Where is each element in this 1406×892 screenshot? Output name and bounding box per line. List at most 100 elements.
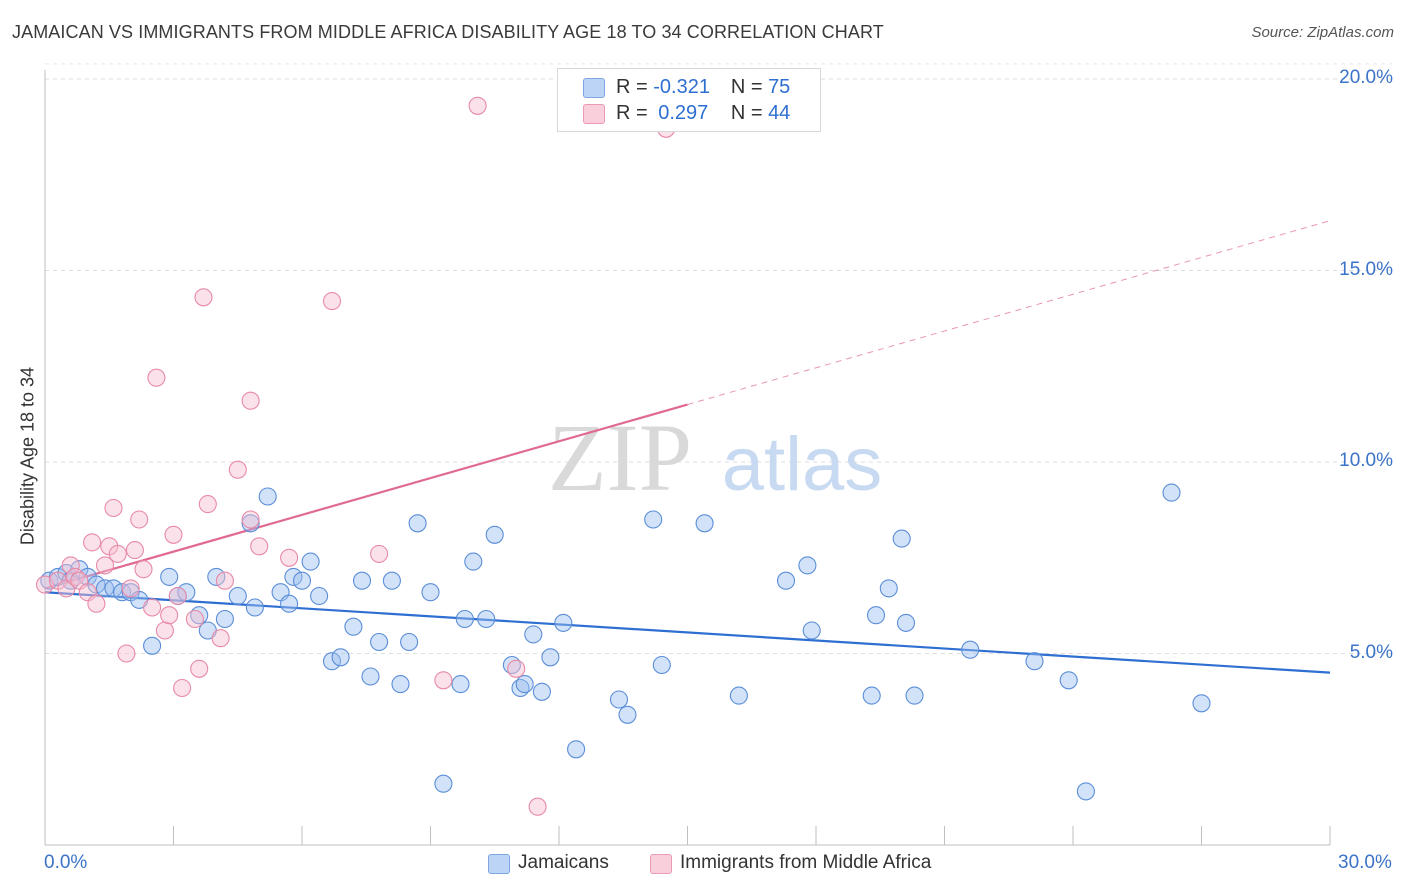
point-middle-africa <box>168 586 187 606</box>
point-jamaicans <box>866 606 886 625</box>
watermark: ZIP atlas <box>548 404 882 511</box>
point-jamaicans <box>228 586 247 606</box>
x-tick-left: 0.0% <box>44 852 88 873</box>
point-middle-africa <box>215 571 234 590</box>
trend-line-jamaicans <box>44 591 1331 674</box>
point-middle-africa <box>173 678 192 698</box>
point-middle-africa <box>125 541 144 560</box>
point-middle-africa <box>87 594 106 613</box>
point-middle-africa <box>147 368 166 387</box>
point-jamaicans <box>322 652 342 671</box>
point-middle-africa <box>108 544 127 563</box>
trend-line-middle-africa-extension <box>687 220 1331 406</box>
point-middle-africa <box>104 498 123 518</box>
y-axis-label: Disability Age 18 to 34 <box>17 366 38 546</box>
legend-swatch-middle-africa <box>583 104 605 124</box>
point-middle-africa <box>121 579 140 598</box>
point-middle-africa <box>117 644 136 663</box>
point-jamaicans <box>408 514 427 533</box>
trend-line-middle-africa <box>44 403 688 590</box>
point-jamaicans <box>434 774 453 793</box>
legend-r-label: R = <box>616 76 648 98</box>
point-middle-africa <box>130 510 149 529</box>
point-middle-africa <box>468 96 487 115</box>
point-middle-africa <box>198 495 217 514</box>
point-middle-africa <box>241 391 260 410</box>
point-jamaicans <box>370 632 389 652</box>
source-label: Source: ZipAtlas.com <box>1251 24 1394 41</box>
point-jamaicans <box>280 594 299 613</box>
y-tick-label: 15.0% <box>1339 258 1393 280</box>
point-jamaicans <box>421 583 440 602</box>
x-tick-right: 30.0% <box>1338 852 1392 873</box>
point-jamaicans <box>798 556 817 575</box>
point-jamaicans <box>862 686 881 705</box>
stats-legend: R = -0.321 N = 75 R = 0.297 N = 44 <box>557 68 821 132</box>
bottom-legend-swatch-jamaicans <box>488 854 510 874</box>
point-jamaicans <box>618 705 637 724</box>
point-jamaicans <box>160 567 179 586</box>
legend-n-value: 75 <box>768 76 791 98</box>
point-jamaicans <box>905 686 924 705</box>
point-jamaicans <box>532 682 551 701</box>
point-middle-africa <box>507 659 526 678</box>
point-jamaicans <box>245 598 264 617</box>
point-jamaicans <box>331 648 350 667</box>
point-middle-africa <box>194 288 213 307</box>
point-middle-africa <box>241 510 260 529</box>
scatter-points <box>35 96 1211 816</box>
point-jamaicans <box>344 617 363 636</box>
point-jamaicans <box>391 675 410 694</box>
point-jamaicans <box>644 510 663 529</box>
chart-title: JAMAICAN VS IMMIGRANTS FROM MIDDLE AFRIC… <box>12 22 884 42</box>
point-jamaicans <box>776 571 796 590</box>
point-jamaicans <box>1192 694 1211 713</box>
gridlines <box>45 63 1392 654</box>
point-jamaicans <box>729 686 748 705</box>
y-tick-label: 5.0% <box>1349 641 1393 663</box>
point-jamaicans <box>524 625 543 644</box>
point-middle-africa <box>134 560 153 579</box>
point-jamaicans <box>554 613 573 632</box>
axes <box>44 70 1331 846</box>
point-jamaicans <box>451 675 470 694</box>
point-middle-africa <box>143 598 162 617</box>
point-jamaicans <box>177 583 196 602</box>
point-jamaicans <box>143 636 162 655</box>
bottom-legend-label-jamaicans: Jamaicans <box>518 852 609 873</box>
point-jamaicans <box>292 571 312 590</box>
point-middle-africa <box>370 544 389 563</box>
point-middle-africa <box>95 556 115 575</box>
trend-lines <box>44 220 1331 674</box>
point-middle-africa <box>61 556 80 575</box>
point-jamaicans <box>515 675 534 694</box>
point-jamaicans <box>464 552 483 571</box>
point-jamaicans <box>455 609 474 629</box>
y-tick-label: 20.0% <box>1339 67 1393 88</box>
point-jamaicans <box>1076 782 1095 801</box>
point-jamaicans <box>802 621 821 640</box>
point-jamaicans <box>652 655 671 675</box>
point-jamaicans <box>352 571 372 590</box>
point-middle-africa <box>211 629 230 648</box>
point-middle-africa <box>250 537 269 556</box>
point-jamaicans <box>892 529 911 548</box>
point-jamaicans <box>609 690 629 709</box>
point-jamaicans <box>879 579 898 598</box>
point-jamaicans <box>361 667 380 686</box>
point-middle-africa <box>155 621 174 640</box>
legend-n-label: N = <box>730 102 763 124</box>
point-jamaicans <box>961 640 980 659</box>
point-jamaicans <box>477 609 496 629</box>
point-jamaicans <box>301 552 320 571</box>
point-middle-africa <box>322 292 342 311</box>
legend-r-value: -0.321 <box>653 76 710 98</box>
point-jamaicans <box>485 525 504 544</box>
bottom-legend-swatch-middle-africa <box>650 854 672 874</box>
point-jamaicans <box>310 586 329 606</box>
legend-r-value: 0.297 <box>658 102 709 124</box>
point-middle-africa <box>434 671 453 690</box>
point-middle-africa <box>280 548 299 567</box>
point-middle-africa <box>185 609 204 629</box>
